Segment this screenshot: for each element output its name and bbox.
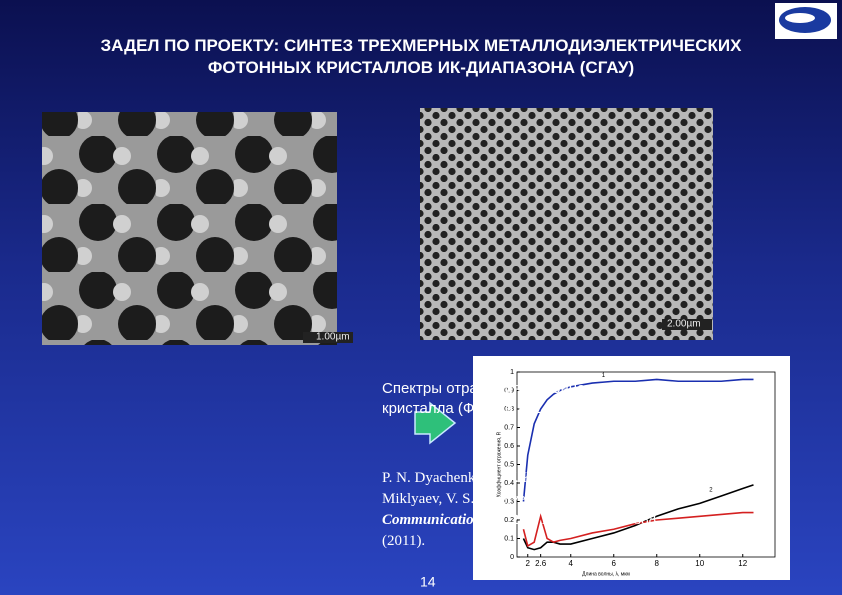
y-tick-label: 0.1 — [504, 535, 514, 542]
series-line — [522, 511, 754, 548]
caption: кристалла (ФЗЗ на λ=2.8 мкм). — [382, 400, 595, 417]
sem-image — [42, 112, 337, 345]
y-tick-label: 0.5 — [504, 461, 514, 468]
authors: P. N. Dyachenko, S. V. Karpeev, E. V. Fe… — [382, 470, 689, 507]
x-tick-label: 2.6 — [535, 559, 547, 568]
series-label: 1 — [602, 373, 606, 379]
y-tick-label: 1 — [510, 369, 514, 376]
details: , V. 284, Issue 3, p. 885-888 (2011). — [382, 512, 657, 549]
page-number: 14 — [420, 574, 436, 590]
citation: P. N. Dyachenko, S. V. Karpeev, E. V. Fe… — [382, 468, 702, 552]
scale-label: 1.00µm — [316, 332, 350, 343]
y-tick-label: 0.6 — [504, 443, 514, 450]
arrow — [414, 401, 457, 445]
y-tick-label: 0.4 — [504, 480, 514, 487]
y-axis-label: Коэффициент отражения, R — [496, 431, 502, 497]
x-tick-label: 8 — [655, 559, 660, 568]
x-tick-label: 10 — [695, 559, 704, 568]
scale-label: 2.00µm — [667, 319, 701, 330]
y-tick-label: 0.2 — [504, 517, 514, 524]
chart: 00.10.20.30.40.50.60.70.80.912 2.6 4 6 8 10 12… — [496, 369, 776, 577]
y-tick-label: 0.8 — [504, 406, 514, 413]
y-tick-label: 0.3 — [504, 498, 514, 505]
x-axis-label: Длина волны, λ, мкм — [582, 571, 630, 577]
x-tick-label: 2 — [526, 559, 531, 568]
y-tick-label: 0.9 — [504, 387, 514, 394]
series-label: 2 — [709, 488, 713, 494]
sem-image — [420, 108, 713, 340]
x-tick-label: 4 — [569, 559, 574, 568]
x-tick-label: 12 — [738, 559, 747, 568]
series-line — [522, 378, 754, 502]
x-tick-label: 6 — [612, 559, 617, 568]
journal: Optics Communications — [382, 491, 685, 528]
caption: Спектры отражения фотонного — [382, 380, 599, 397]
title: ФОТОННЫХ КРИСТАЛЛОВ ИК-ДИАПАЗОНА (СГАУ) — [207, 58, 635, 77]
title: ЗАДЕЛ ПО ПРОЕКТУ: СИНТЕЗ ТРЕХМЕРНЫХ МЕТА… — [100, 36, 742, 55]
series-line — [522, 484, 754, 551]
y-tick-label: 0 — [510, 554, 514, 561]
y-tick-label: 0.7 — [504, 424, 514, 431]
